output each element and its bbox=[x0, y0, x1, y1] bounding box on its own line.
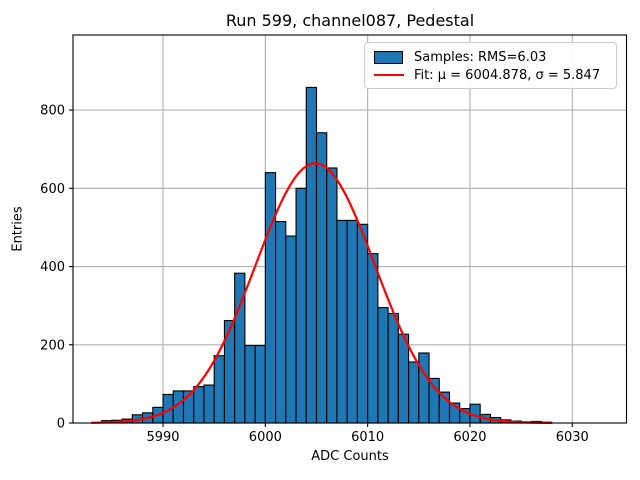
histogram-bar bbox=[356, 223, 369, 424]
fit-curve bbox=[91, 162, 552, 424]
histogram-bar bbox=[275, 221, 287, 424]
x-axis-label: ADC Counts bbox=[311, 449, 389, 464]
histogram-bar bbox=[346, 219, 358, 424]
histogram-bar bbox=[193, 386, 205, 424]
legend: Samples: RMS=6.03 Fit: μ = 6004.878, σ =… bbox=[364, 42, 617, 89]
y-tick-label: 800 bbox=[40, 104, 65, 119]
histogram-bar bbox=[264, 172, 277, 424]
legend-entry-samples: Samples: RMS=6.03 bbox=[374, 48, 608, 66]
histogram-bar bbox=[203, 384, 215, 424]
histogram-bar bbox=[254, 345, 266, 424]
x-tick-label: 6030 bbox=[556, 430, 589, 445]
histogram-bar bbox=[408, 361, 420, 424]
x-tick-label: 5990 bbox=[146, 430, 179, 445]
y-tick-label: 200 bbox=[40, 338, 65, 353]
histogram-bar bbox=[387, 312, 399, 424]
y-tick-label: 0 bbox=[57, 417, 65, 432]
fit-line-icon bbox=[374, 74, 404, 76]
axes-frame bbox=[72, 34, 628, 424]
histogram-bar bbox=[244, 345, 256, 424]
x-ticks: 5990 6000 6010 6020 6030 bbox=[146, 423, 589, 445]
histogram-bar bbox=[367, 253, 379, 424]
chart-title: Run 599, channel087, Pedestal bbox=[225, 11, 475, 30]
y-tick-label: 600 bbox=[40, 182, 65, 197]
histogram-bar bbox=[418, 352, 430, 424]
histogram-bar bbox=[315, 132, 328, 424]
legend-entry-fit: Fit: μ = 6004.878, σ = 5.847 bbox=[374, 66, 608, 84]
legend-samples-label: Samples: RMS=6.03 bbox=[414, 49, 547, 65]
histogram-bar bbox=[336, 219, 348, 424]
y-axis-label: Entries bbox=[10, 206, 26, 252]
histogram-bar bbox=[428, 377, 440, 424]
y-tick-label: 400 bbox=[40, 260, 65, 275]
histogram-bar bbox=[285, 235, 297, 424]
histogram-bar bbox=[213, 355, 225, 424]
legend-fit-label: Fit: μ = 6004.878, σ = 5.847 bbox=[414, 67, 601, 83]
histogram-bar bbox=[295, 187, 307, 424]
histogram-bar bbox=[305, 86, 318, 424]
histogram-bar bbox=[397, 333, 410, 424]
x-tick-label: 6000 bbox=[249, 430, 282, 445]
histogram-bar bbox=[377, 307, 389, 424]
samples-swatch-icon bbox=[374, 50, 403, 64]
y-ticks: 0 200 400 600 800 bbox=[40, 104, 73, 432]
histogram-bar bbox=[326, 167, 338, 424]
x-tick-label: 6010 bbox=[351, 430, 384, 445]
histogram-bars bbox=[101, 86, 553, 424]
x-tick-label: 6020 bbox=[453, 430, 486, 445]
